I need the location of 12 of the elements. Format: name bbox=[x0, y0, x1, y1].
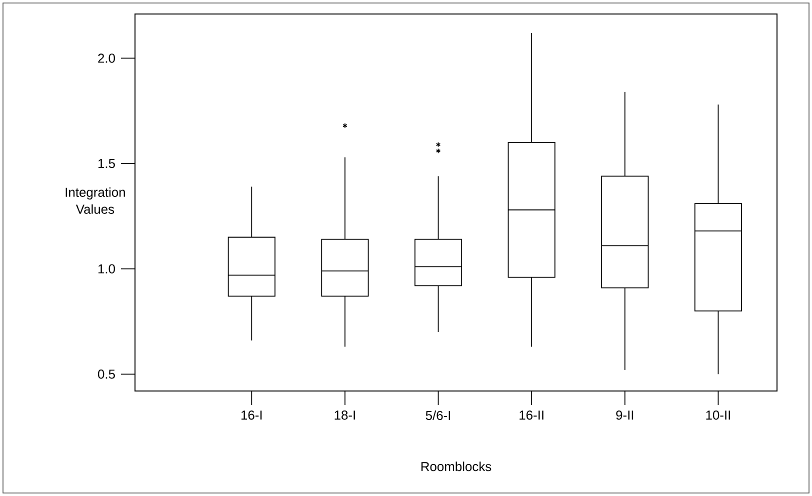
y-tick-label: 1.0 bbox=[98, 264, 115, 274]
x-axis-title: Roomblocks bbox=[421, 462, 492, 472]
y-tick-label: 0.5 bbox=[98, 370, 115, 379]
y-tick-label: 1.5 bbox=[98, 159, 115, 168]
x-tick-label: 18-I bbox=[334, 410, 355, 420]
x-tick-label: 16-I bbox=[241, 410, 262, 420]
x-tick-label: 5/6-I bbox=[426, 410, 450, 420]
x-tick-label: 9-II bbox=[616, 410, 634, 420]
y-tick-label: 2.0 bbox=[98, 54, 115, 63]
x-tick-label: 16-II bbox=[520, 410, 544, 420]
x-tick-label: 10-II bbox=[706, 410, 730, 420]
y-axis-title: Integration Values bbox=[66, 187, 125, 214]
